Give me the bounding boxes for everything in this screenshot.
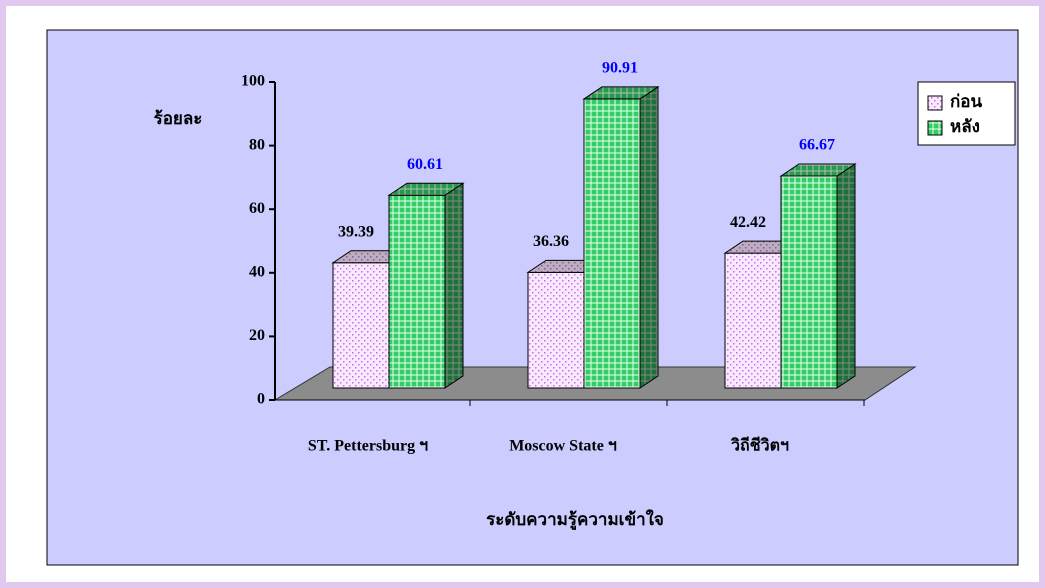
bar-top-shade: [389, 183, 463, 196]
bar: [387, 182, 465, 389]
bar-side-shade: [640, 86, 658, 389]
y-tick-label: 60: [249, 200, 265, 217]
bar-side-shade: [445, 183, 463, 388]
value-label: 36.36: [533, 233, 569, 250]
bar-front: [583, 98, 641, 389]
bar-top: [582, 86, 660, 100]
bar-front: [780, 175, 838, 389]
bar-top-shade: [781, 163, 855, 176]
bar: [582, 85, 660, 389]
y-tick-label: 20: [249, 327, 265, 344]
bar-top: [779, 163, 857, 177]
y-tick-label: 40: [249, 263, 265, 280]
y-axis-title: ร้อยละ: [154, 109, 203, 128]
y-tick-label: 80: [249, 136, 265, 153]
value-label: 39.39: [338, 223, 374, 240]
legend-label: หลัง: [950, 117, 980, 136]
x-tick-label: วิถีชีวิตฯ: [730, 436, 789, 455]
x-tick-label: ST. Pettersburg ฯ: [308, 438, 428, 455]
bar-front: [388, 194, 446, 389]
y-tick-label: 100: [241, 73, 265, 90]
bar-front: [724, 252, 782, 389]
bar-front: [332, 262, 390, 389]
legend-swatch: [927, 95, 943, 111]
x-axis-title: ระดับความรู้ความเข้าใจ: [486, 509, 664, 531]
value-label: 60.61: [407, 156, 443, 173]
legend-swatch: [927, 120, 943, 136]
bar-top-shade: [584, 86, 658, 99]
y-tick-label: 0: [257, 391, 265, 408]
bar-top: [387, 182, 465, 196]
bar: [779, 163, 857, 389]
value-label: 42.42: [730, 214, 766, 231]
x-tick-label: Moscow State ฯ: [509, 438, 617, 455]
legend-label: ก่อน: [950, 92, 983, 111]
value-label: 66.67: [799, 137, 835, 154]
value-label: 90.91: [602, 60, 638, 77]
bar-front: [527, 271, 585, 389]
bar-side-shade: [837, 163, 855, 388]
